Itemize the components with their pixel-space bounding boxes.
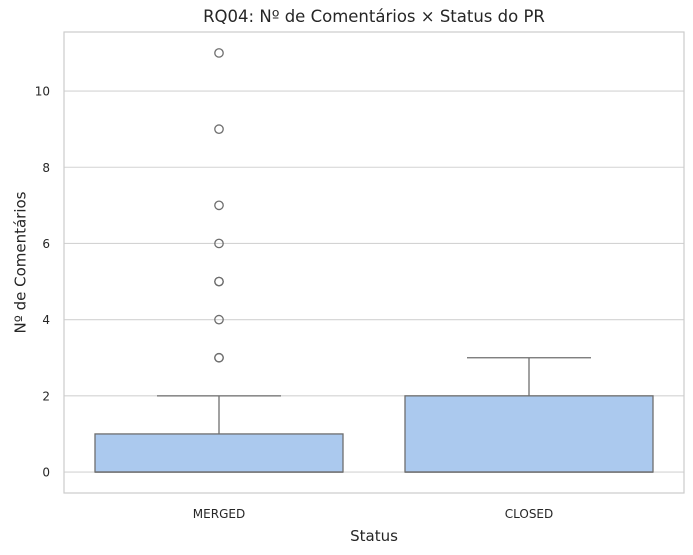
outliers (214, 48, 224, 363)
y-tick-labels: 0 2 4 6 8 10 (35, 85, 50, 480)
outlier-point (214, 314, 224, 325)
y-tick-label: 0 (42, 466, 50, 480)
x-tick-label: CLOSED (505, 507, 554, 521)
outlier-point (214, 200, 224, 211)
y-tick-label: 4 (42, 313, 50, 327)
box-closed (404, 357, 654, 473)
box-merged (94, 395, 344, 473)
y-tick-label: 2 (42, 389, 50, 403)
outlier-point (214, 48, 224, 58)
outlier-point (214, 124, 224, 135)
outlier-point (214, 238, 224, 249)
x-axis-label: Status (350, 527, 398, 545)
plot-frame (63, 31, 685, 494)
box-iqr (94, 433, 344, 473)
boxes (94, 357, 654, 473)
y-tick-label: 6 (42, 237, 50, 251)
outlier-point (214, 276, 224, 287)
y-axis-label: Nº de Comentários (11, 191, 29, 333)
x-tick-label: MERGED (193, 507, 245, 521)
chart-title: RQ04: Nº de Comentários × Status do PR (203, 7, 545, 26)
y-tick-label: 8 (42, 161, 50, 175)
outlier-point (214, 352, 224, 363)
y-tick-label: 10 (35, 85, 50, 99)
box-iqr (404, 395, 654, 473)
x-tick-labels: MERGED CLOSED (193, 507, 553, 521)
